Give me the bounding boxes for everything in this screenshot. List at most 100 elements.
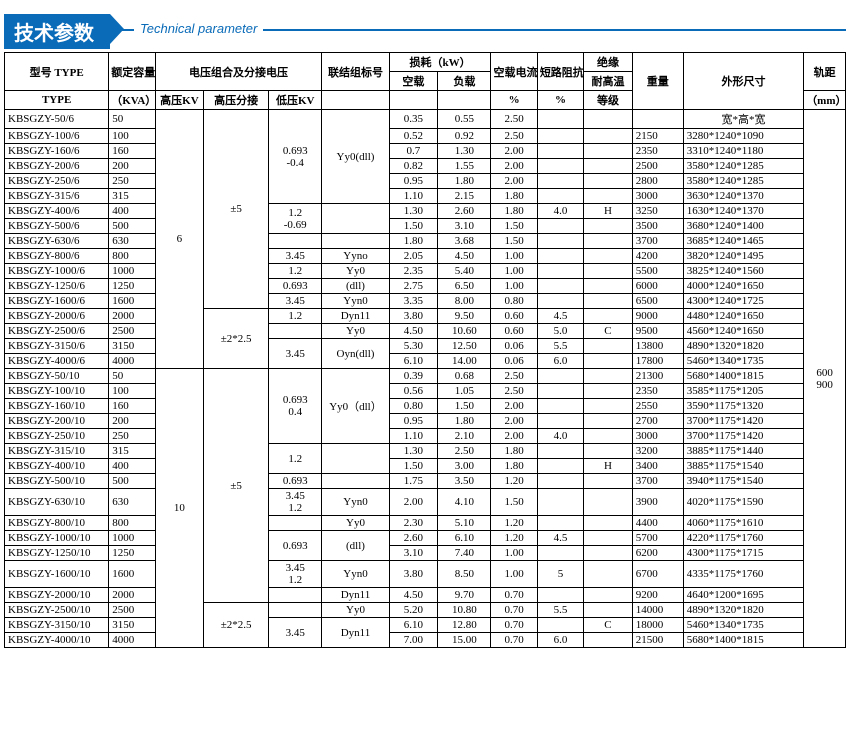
cell: KBSGZY-2000/6 — [5, 309, 109, 324]
cell — [584, 219, 633, 234]
cell: KBSGZY-315/6 — [5, 189, 109, 204]
cell: 10.60 — [438, 324, 491, 339]
cell: 3700 — [632, 474, 683, 489]
cell: 3400 — [632, 459, 683, 474]
cell — [584, 110, 633, 129]
cell: 0.70 — [491, 603, 537, 618]
table-row: KBSGZY-4000/1040007.0015.000.706.0215005… — [5, 633, 846, 648]
table-row: KBSGZY-200/62000.821.552.0025003580*1240… — [5, 159, 846, 174]
cell: C — [584, 324, 633, 339]
cell: 6500 — [632, 294, 683, 309]
cell: 13800 — [632, 339, 683, 354]
cell: 3700 — [632, 234, 683, 249]
cell — [584, 234, 633, 249]
cell: 1250 — [109, 279, 155, 294]
table-row: KBSGZY-100/101000.561.052.5023503585*117… — [5, 384, 846, 399]
cell: 4480*1240*1650 — [683, 309, 803, 324]
cell: KBSGZY-4000/10 — [5, 633, 109, 648]
cell: 5.0 — [537, 324, 583, 339]
cell: 1600 — [109, 561, 155, 588]
hdr-mm: （mm） — [804, 91, 846, 110]
cell: 5680*1400*1815 — [683, 633, 803, 648]
cell: 0.06 — [491, 354, 537, 369]
hdr-kva: （KVA） — [109, 91, 155, 110]
cell: 21500 — [632, 633, 683, 648]
cell: 2550 — [632, 399, 683, 414]
cell: 3.45 — [269, 339, 322, 369]
cell: 2000 — [109, 309, 155, 324]
cell — [584, 189, 633, 204]
table-row: KBSGZY-3150/631503.45Oyn(dll)5.3012.500.… — [5, 339, 846, 354]
cell: 4000 — [109, 354, 155, 369]
cell: KBSGZY-2000/10 — [5, 588, 109, 603]
cell: 2.50 — [491, 129, 537, 144]
cell: KBSGZY-400/10 — [5, 459, 109, 474]
cell — [584, 474, 633, 489]
cell: 3700*1175*1420 — [683, 429, 803, 444]
cell: 3.45 — [269, 618, 322, 648]
cell: 630 — [109, 489, 155, 516]
cell — [584, 531, 633, 546]
cell — [537, 279, 583, 294]
cell: KBSGZY-2500/10 — [5, 603, 109, 618]
cell: 9500 — [632, 324, 683, 339]
cell — [584, 264, 633, 279]
table-row: KBSGZY-2500/62500Yy04.5010.600.605.0C950… — [5, 324, 846, 339]
cell: KBSGZY-800/6 — [5, 249, 109, 264]
cell: 1.00 — [491, 279, 537, 294]
cell: 4000 — [109, 633, 155, 648]
cell — [269, 588, 322, 603]
cell: 9.50 — [438, 309, 491, 324]
cell: 12.80 — [438, 618, 491, 633]
cell: 1000 — [109, 264, 155, 279]
cell: H — [584, 459, 633, 474]
cell — [537, 546, 583, 561]
cell: 4335*1175*1760 — [683, 561, 803, 588]
cell — [584, 561, 633, 588]
cell: 3.68 — [438, 234, 491, 249]
cell: Yy0 — [322, 516, 389, 531]
cell: 2.00 — [389, 489, 438, 516]
cell: 160 — [109, 399, 155, 414]
cell: 4560*1240*1650 — [683, 324, 803, 339]
cell — [584, 444, 633, 459]
table-row: KBSGZY-315/103151.21.302.501.8032003885*… — [5, 444, 846, 459]
cell: (dll) — [322, 279, 389, 294]
cell — [322, 204, 389, 234]
title-bar: 技术参数 Technical parameter — [4, 14, 846, 44]
cell — [584, 516, 633, 531]
hdr-pct2: % — [537, 91, 583, 110]
cell: Yy0（dll） — [322, 369, 389, 444]
table-row: KBSGZY-1600/616003.45Yyn03.358.000.80650… — [5, 294, 846, 309]
cell: 1.2 — [269, 444, 322, 474]
cell: KBSGZY-200/10 — [5, 414, 109, 429]
cell: 1630*1240*1370 — [683, 204, 803, 219]
cell: 9200 — [632, 588, 683, 603]
cell: 50 — [109, 369, 155, 384]
cell: 2.50 — [491, 384, 537, 399]
cell: 4.50 — [438, 249, 491, 264]
table-row: KBSGZY-250/62500.951.802.0028003580*1240… — [5, 174, 846, 189]
cell: 3685*1240*1465 — [683, 234, 803, 249]
cell: 0.60 — [491, 324, 537, 339]
cell: 6.10 — [438, 531, 491, 546]
cell: 2350 — [632, 384, 683, 399]
cell: 2.50 — [491, 110, 537, 129]
cell: 14.00 — [438, 354, 491, 369]
cell: 3825*1240*1560 — [683, 264, 803, 279]
cell: 3.50 — [438, 474, 491, 489]
cell — [269, 516, 322, 531]
cell — [537, 516, 583, 531]
table-row: KBSGZY-2000/62000±2*2.51.2Dyn113.809.500… — [5, 309, 846, 324]
cell — [584, 279, 633, 294]
cell — [537, 618, 583, 633]
cell — [537, 189, 583, 204]
cell: 500 — [109, 474, 155, 489]
cell: 6.10 — [389, 354, 438, 369]
cell: 14000 — [632, 603, 683, 618]
cell: 2500 — [632, 159, 683, 174]
cell: KBSGZY-100/10 — [5, 384, 109, 399]
cell: 5500 — [632, 264, 683, 279]
cell: 1000 — [109, 531, 155, 546]
cell — [632, 110, 683, 129]
